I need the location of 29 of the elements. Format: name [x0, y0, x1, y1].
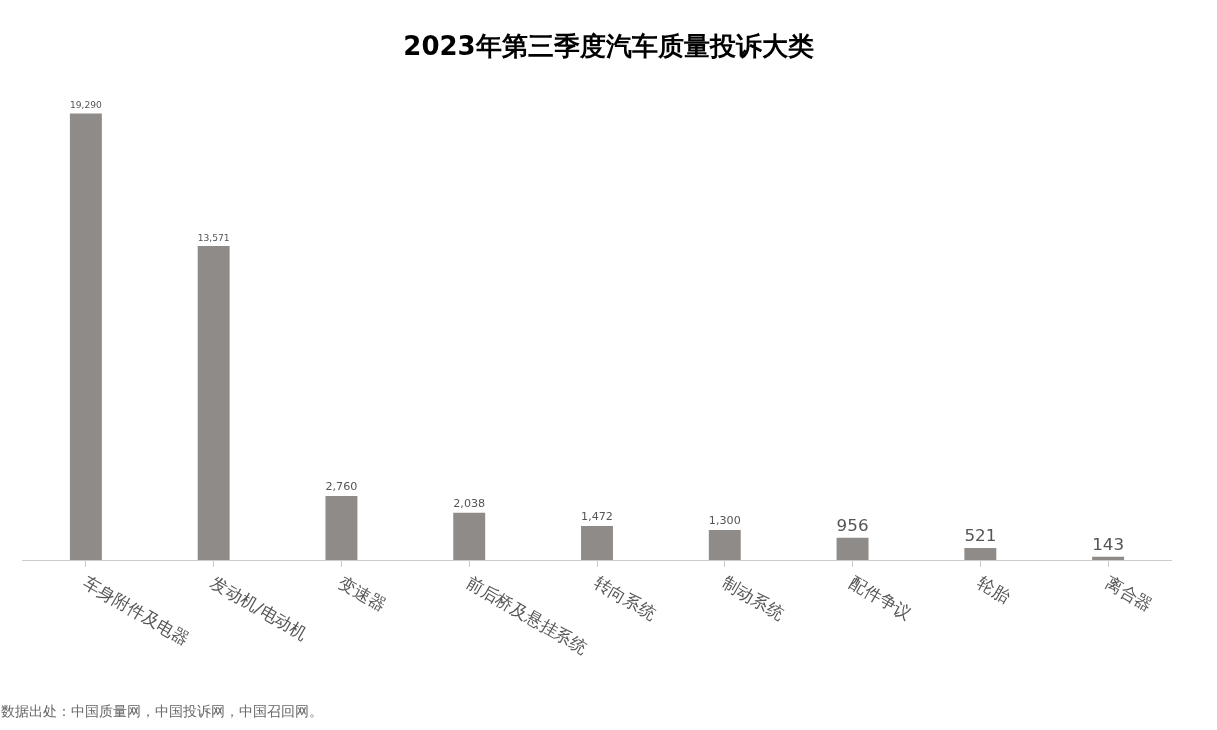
data-label: 19,290	[69, 100, 103, 111]
bar	[581, 525, 613, 560]
bar	[197, 245, 230, 560]
x-tick-label: 转向系统	[590, 572, 660, 624]
x-tick-label: 前后桥及悬挂系统	[462, 572, 591, 658]
chart-title: 2023年第三季度汽车质量投诉大类	[403, 30, 814, 61]
bar	[964, 547, 997, 560]
data-label: 1,300	[708, 514, 741, 528]
x-tick-label: 轮胎	[974, 572, 1014, 607]
bar	[453, 512, 486, 560]
bar	[1092, 556, 1125, 560]
data-label: 2,760	[325, 480, 358, 494]
bar	[325, 496, 358, 560]
bar	[69, 113, 102, 560]
data-label: 2,038	[453, 497, 486, 511]
data-label: 13,571	[197, 232, 230, 243]
bar	[708, 529, 741, 560]
x-tick-label: 发动机/电动机	[207, 572, 311, 644]
text: 数据出处：中国质量网，中国投诉网，中国召回网。	[1, 703, 323, 719]
x-tick-label: 配件争议	[846, 572, 916, 624]
bar	[836, 537, 869, 560]
x-tick-label: 变速器	[335, 572, 390, 616]
data-label: 143	[1092, 533, 1125, 554]
x-tick-label: 制动系统	[718, 572, 788, 624]
x-tick-label: 车身附件及电器	[79, 572, 193, 650]
data-label: 521	[964, 525, 997, 545]
data-label: 1,472	[581, 510, 613, 524]
x-tick-label: 离合器	[1101, 572, 1157, 616]
data-label: 956	[836, 514, 869, 535]
